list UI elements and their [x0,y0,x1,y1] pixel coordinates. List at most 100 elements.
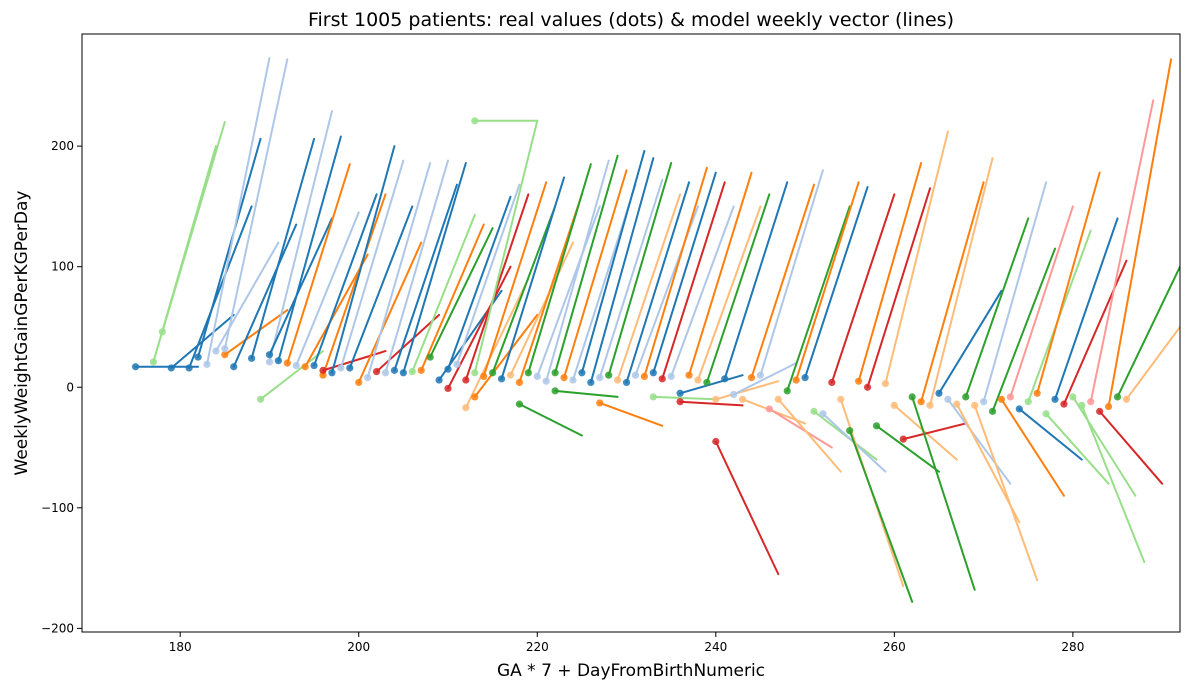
vector-line [330,145,396,374]
real-value-dot [1069,393,1077,401]
vector-line [795,181,860,382]
real-value-dot [774,395,782,403]
vector-line [1018,407,1083,461]
vector-line [268,110,333,363]
vector-line [893,404,958,461]
real-value-dot [890,401,898,409]
real-value-dot [614,376,622,384]
real-value-dot [408,367,416,376]
vector-line [205,57,271,366]
y-tick-label: 200 [51,139,74,153]
vector-line [1071,395,1137,497]
real-value-dot [542,377,550,385]
real-value-dot [194,353,202,361]
real-value-dot [1087,398,1095,406]
vector-line [964,217,1030,398]
vector-line [804,186,869,379]
vector-line [679,374,744,395]
real-value-dot [444,384,452,393]
real-value-dot [917,398,925,406]
vector-line [973,404,1039,582]
y-axis-label: WeeklyWeightGainGPerKGPerDay [12,191,32,476]
vector-line [366,162,432,379]
real-value-dot [471,369,479,377]
vector-line [259,350,325,401]
x-tick-label: 280 [1061,640,1084,654]
x-tick-label: 220 [526,640,549,654]
vector-line [277,135,342,362]
vector-line [750,183,815,379]
vector-line [554,389,619,398]
real-value-dot [1051,395,1059,403]
real-value-dot [935,389,943,397]
real-value-dot [158,328,166,336]
real-value-dot [230,363,238,371]
real-value-dot [988,407,997,415]
real-value-dot [328,369,336,377]
vector-line [857,162,923,383]
vector-line [884,130,949,385]
real-value-dot [569,376,577,384]
real-value-dot [747,374,756,382]
real-value-dot [605,371,613,379]
vector-lines-layer [134,57,1180,603]
real-value-dot [248,354,256,362]
real-value-dot [694,376,702,384]
vector-line [161,121,226,333]
vector-line [1089,99,1155,403]
real-value-dot [712,437,720,446]
vector-line [402,162,467,374]
x-tick-label: 200 [347,640,370,654]
vector-line [464,193,530,382]
real-value-dot [944,395,952,403]
vector-line [786,205,851,392]
real-value-dot [792,376,800,384]
real-value-dot [649,369,657,377]
real-value-dot [444,365,452,373]
real-value-dot [167,364,175,372]
real-value-dot [765,405,773,413]
vector-line [616,193,682,382]
real-value-dot [399,369,407,377]
vector-line [902,422,967,441]
real-value-dot [622,378,631,387]
real-value-dot [997,395,1006,403]
vector-line [357,241,423,384]
vector-line [1116,265,1180,398]
real-value-dot [292,361,300,370]
vector-line [679,400,744,407]
real-value-dot [855,377,863,385]
vector-line [536,205,601,378]
vector-line [723,181,789,380]
vector-line [223,58,289,350]
vector-line [563,169,628,379]
vector-line [830,193,896,384]
real-value-dot [649,393,657,401]
vector-line [580,149,646,374]
vector-line [188,205,253,369]
real-value-dot [462,376,470,384]
real-value-dot [801,374,809,382]
vector-line [598,178,664,379]
real-value-dot [301,363,309,371]
vector-line [625,181,691,384]
x-tick-label: 240 [704,640,727,654]
vector-line [1036,171,1101,395]
real-value-dot [221,345,229,353]
vector-line [848,429,914,603]
vector-line [946,398,1012,485]
y-tick-label: 100 [51,260,74,274]
vector-line [554,154,619,374]
vector-line [911,395,976,591]
real-value-dot [274,357,282,365]
vector-line [652,395,717,401]
real-value-dot [837,395,845,403]
real-value-dot [712,395,720,403]
chart-title: First 1005 patients: real values (dots) … [308,9,954,31]
real-value-dot [1060,400,1068,408]
vector-line [929,157,994,407]
real-value-dot [256,395,265,403]
real-value-dot [1006,393,1014,401]
vector-line [589,157,655,384]
